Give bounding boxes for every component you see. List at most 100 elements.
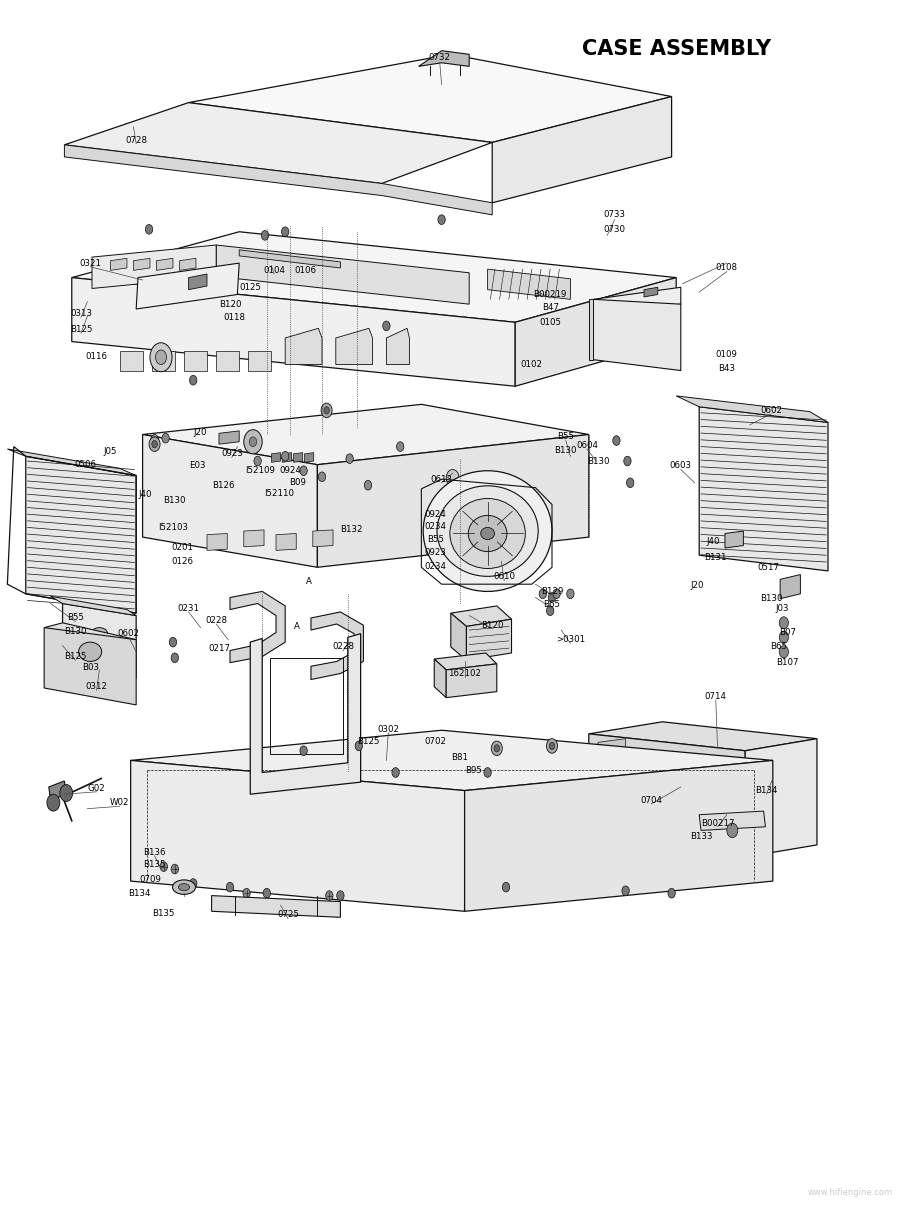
Text: 0105: 0105 bbox=[539, 317, 561, 327]
Text: 0312: 0312 bbox=[85, 682, 108, 692]
Text: CASE ASSEMBLY: CASE ASSEMBLY bbox=[581, 39, 770, 59]
Circle shape bbox=[778, 631, 788, 643]
Bar bbox=[216, 351, 239, 371]
Text: B135: B135 bbox=[143, 859, 165, 869]
Circle shape bbox=[778, 646, 788, 658]
Polygon shape bbox=[597, 739, 625, 836]
Circle shape bbox=[548, 593, 555, 602]
Text: 0231: 0231 bbox=[177, 604, 199, 613]
Circle shape bbox=[171, 864, 178, 874]
Circle shape bbox=[621, 886, 629, 896]
Text: B125: B125 bbox=[357, 736, 379, 746]
Text: B132: B132 bbox=[340, 525, 362, 535]
Bar bbox=[119, 351, 142, 371]
Polygon shape bbox=[207, 533, 227, 550]
Polygon shape bbox=[72, 278, 515, 386]
Circle shape bbox=[391, 768, 399, 777]
Circle shape bbox=[549, 742, 554, 750]
Text: J20: J20 bbox=[194, 427, 207, 437]
Text: B00217: B00217 bbox=[700, 818, 733, 828]
Text: 0125: 0125 bbox=[239, 282, 261, 292]
Text: 0116: 0116 bbox=[85, 351, 108, 361]
Circle shape bbox=[300, 746, 307, 756]
Text: I52103: I52103 bbox=[158, 523, 187, 532]
Text: >0301: >0301 bbox=[555, 635, 584, 645]
Polygon shape bbox=[588, 722, 816, 751]
Text: 0201: 0201 bbox=[171, 543, 193, 553]
Polygon shape bbox=[72, 232, 675, 322]
Bar bbox=[152, 351, 175, 371]
Text: 0118: 0118 bbox=[223, 313, 245, 322]
Text: B130: B130 bbox=[759, 594, 781, 604]
Circle shape bbox=[249, 437, 256, 447]
Text: J05: J05 bbox=[104, 447, 117, 456]
Ellipse shape bbox=[449, 498, 525, 568]
Polygon shape bbox=[282, 453, 291, 462]
Ellipse shape bbox=[173, 880, 196, 894]
Text: 0602: 0602 bbox=[759, 406, 781, 415]
Polygon shape bbox=[487, 269, 570, 299]
Polygon shape bbox=[276, 533, 296, 550]
Polygon shape bbox=[136, 263, 239, 309]
Text: J40: J40 bbox=[706, 537, 719, 547]
Polygon shape bbox=[311, 612, 363, 680]
Circle shape bbox=[494, 745, 499, 752]
Circle shape bbox=[244, 430, 262, 454]
Text: 0228: 0228 bbox=[205, 616, 227, 625]
Text: 0106: 0106 bbox=[294, 266, 316, 275]
Polygon shape bbox=[450, 606, 511, 626]
Text: B125: B125 bbox=[64, 652, 86, 661]
Circle shape bbox=[162, 433, 169, 443]
Text: 0604: 0604 bbox=[575, 441, 597, 450]
Circle shape bbox=[149, 437, 160, 451]
Circle shape bbox=[346, 454, 353, 463]
Ellipse shape bbox=[468, 515, 506, 552]
Circle shape bbox=[263, 888, 270, 898]
Circle shape bbox=[546, 739, 557, 753]
Text: B133: B133 bbox=[689, 832, 711, 841]
Polygon shape bbox=[293, 453, 302, 462]
Polygon shape bbox=[698, 811, 765, 830]
Bar bbox=[248, 351, 271, 371]
Text: 0102: 0102 bbox=[520, 360, 542, 369]
Text: 0234: 0234 bbox=[424, 561, 446, 571]
Text: 0126: 0126 bbox=[171, 556, 193, 566]
Circle shape bbox=[321, 403, 332, 418]
Circle shape bbox=[160, 862, 167, 871]
Circle shape bbox=[300, 466, 307, 476]
Text: A: A bbox=[306, 577, 312, 587]
Polygon shape bbox=[188, 274, 207, 290]
Text: 0702: 0702 bbox=[424, 736, 446, 746]
Circle shape bbox=[189, 879, 197, 888]
Circle shape bbox=[623, 456, 630, 466]
Polygon shape bbox=[675, 396, 827, 422]
Polygon shape bbox=[219, 431, 239, 444]
Text: B134: B134 bbox=[754, 786, 777, 795]
Polygon shape bbox=[49, 781, 66, 800]
Bar bbox=[269, 658, 343, 754]
Circle shape bbox=[323, 407, 329, 414]
Polygon shape bbox=[446, 664, 496, 698]
Text: W02: W02 bbox=[109, 798, 130, 807]
Polygon shape bbox=[26, 456, 136, 613]
Text: 0217: 0217 bbox=[208, 643, 230, 653]
Polygon shape bbox=[142, 404, 588, 465]
Text: 0321: 0321 bbox=[79, 258, 101, 268]
Circle shape bbox=[364, 480, 371, 490]
Text: B81: B81 bbox=[451, 753, 468, 763]
Polygon shape bbox=[434, 653, 496, 670]
Polygon shape bbox=[450, 613, 466, 660]
Text: J20: J20 bbox=[690, 581, 703, 590]
Circle shape bbox=[726, 823, 737, 838]
Text: 0506: 0506 bbox=[74, 460, 96, 470]
Polygon shape bbox=[698, 407, 827, 571]
Text: B134: B134 bbox=[129, 888, 151, 898]
Polygon shape bbox=[188, 54, 671, 142]
Circle shape bbox=[325, 891, 333, 900]
Circle shape bbox=[396, 442, 403, 451]
Polygon shape bbox=[239, 250, 340, 268]
Text: 0728: 0728 bbox=[125, 135, 147, 145]
Polygon shape bbox=[44, 623, 136, 645]
Polygon shape bbox=[593, 287, 680, 316]
Circle shape bbox=[226, 882, 233, 892]
